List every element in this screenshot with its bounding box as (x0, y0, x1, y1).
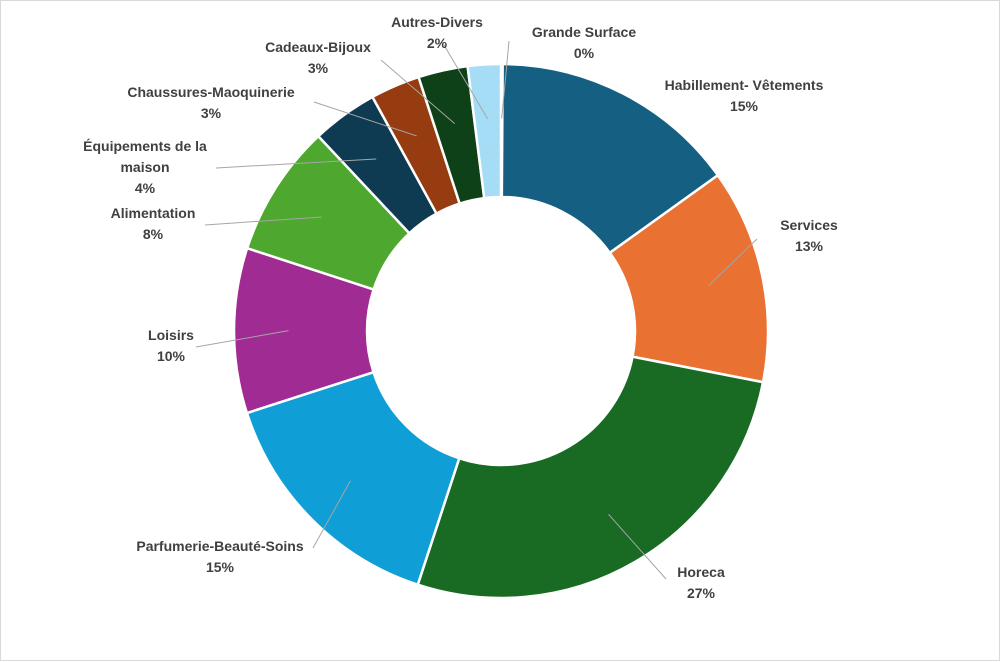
slices (232, 62, 770, 600)
leader-line-autres-divers (443, 44, 489, 120)
slice-horeca (416, 355, 765, 600)
leader-line-grande-surface (501, 40, 510, 119)
leader-line-services (708, 238, 758, 287)
leader-line-loisirs (195, 330, 289, 348)
leader-line-cadeaux-bijoux (380, 59, 456, 124)
data-label-autres-divers: Autres-Divers 2% (391, 14, 483, 51)
leader-line-parfumerie-beaute-soins (312, 480, 351, 549)
data-label-habillement-vetements: Habillement- Vêtements 15% (665, 77, 824, 114)
data-label-cadeaux-bijoux: Cadeaux-Bijoux 3% (265, 39, 371, 76)
data-labels: Grande Surface 0% Habillement- Vêtements 15… (83, 14, 838, 601)
data-label-horeca: Horeca 27% (677, 564, 725, 601)
slice-services (608, 173, 770, 384)
data-label-chaussures-maoquinerie: Chaussures-Maoquinerie 3% (127, 84, 294, 121)
slice-autres-divers (466, 62, 503, 200)
data-label-services: Services 13% (780, 217, 838, 254)
slice-habillement-vetements (500, 62, 720, 255)
leader-line-alimentation (204, 216, 322, 226)
leader-line-chaussures-maoquinerie (313, 101, 417, 137)
leader-lines (195, 40, 758, 580)
data-label-loisirs: Loisirs 10% (148, 327, 194, 364)
data-label-equipements-de-la-maison: Équipements de la maison 4% (83, 138, 207, 196)
data-label-grande-surface: Grande Surface 0% (532, 24, 636, 61)
data-label-alimentation: Alimentation 8% (111, 205, 196, 242)
slice-parfumerie-beaute-soins (245, 370, 461, 587)
data-label-parfumerie-beaute-soins: Parfumerie-Beauté-Soins 15% (136, 538, 303, 575)
leader-line-horeca (608, 513, 667, 580)
leader-line-equipements-de-la-maison (215, 158, 377, 169)
